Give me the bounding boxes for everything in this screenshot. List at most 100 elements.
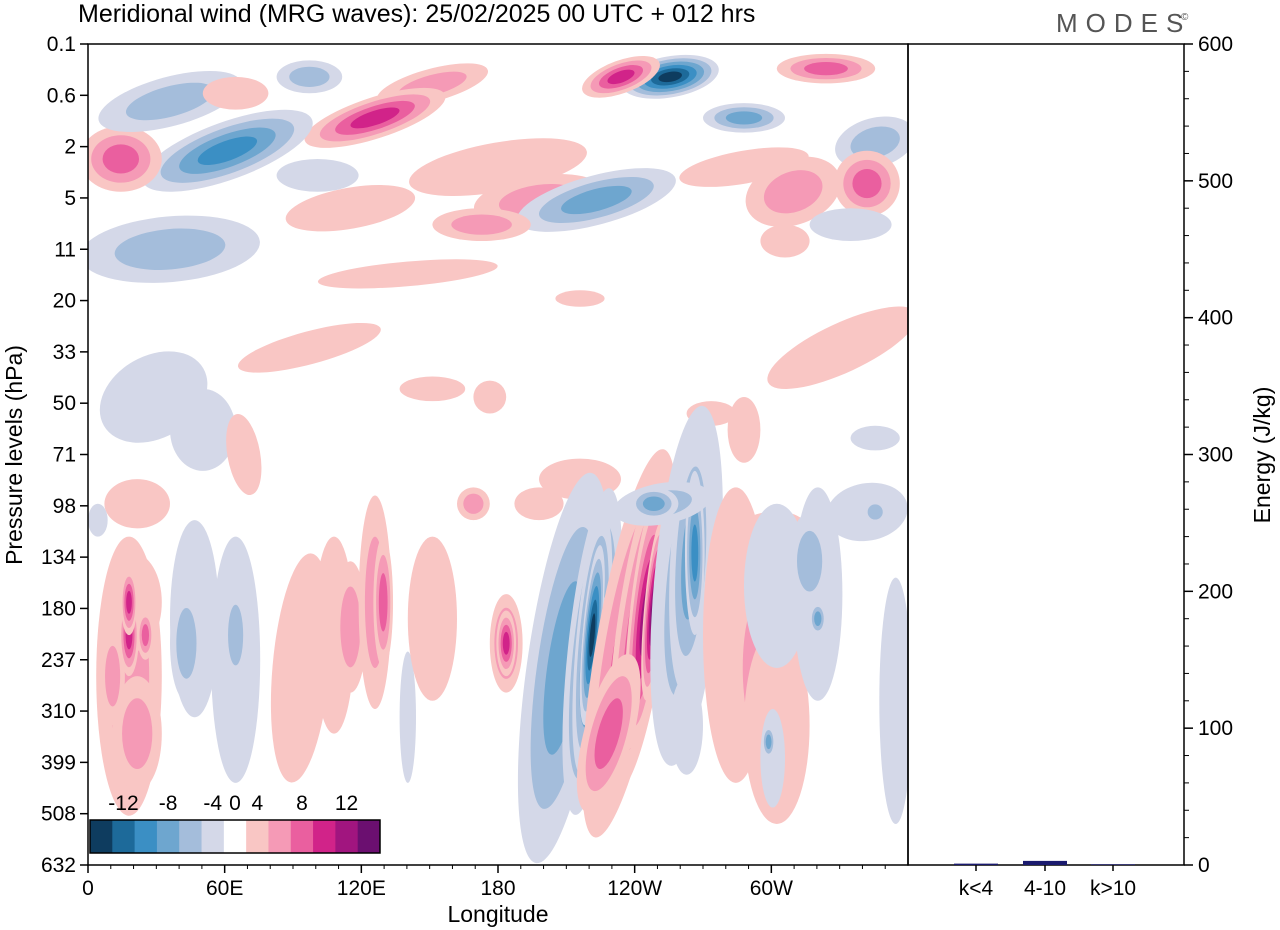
negative-wind-contour [809,208,892,242]
energy-bars: k<4 4-10 k>10 [954,860,1136,900]
energy-category-label: k>10 [1090,877,1136,900]
colorbar-frame [89,819,381,854]
positive-wind-contour [105,645,121,707]
negative-wind-contour [125,82,215,121]
negative-wind-contour [589,613,596,657]
positive-wind-contour [409,138,587,197]
positive-wind-contour [594,698,623,769]
negative-wind-contour [658,71,682,83]
colorbar-tick-label: 8 [296,792,308,815]
negative-wind-contour [765,734,772,750]
colorbar-swatch [290,820,314,853]
positive-wind-contour [804,62,848,76]
negative-wind-contour [170,388,236,471]
logo-text: MODES [1056,8,1191,38]
negative-wind-contour [114,228,226,270]
negative-wind-contour [670,676,703,775]
energy-tick-label: 600 [1198,33,1233,56]
y-tick-label: 399 [41,751,76,774]
y-tick-label: 98 [53,495,76,518]
positive-wind-contour [514,487,564,521]
energy-bar [954,863,998,865]
energy-category-label: 4-10 [1024,877,1066,900]
negative-wind-contour [276,158,359,192]
pressure-axis: 0.1 0.6 2 5 11 20 33 50 71 98 134 180 237 310 399 508 63… [41,33,88,877]
positive-wind-contour [104,479,170,529]
colorbar-swatch [179,820,203,853]
energy-frame [907,43,1185,866]
positive-wind-contour [473,380,507,414]
positive-wind-contour [350,107,400,129]
negative-wind-contour [760,709,785,808]
longitude-axis: 0 60E 120E 180 120W 60W [82,865,886,900]
colorbar-swatch [112,820,136,853]
y-tick-label: 237 [41,649,76,672]
positive-wind-contour [141,624,150,647]
energy-bar [1091,864,1135,865]
positive-wind-contour [727,397,761,463]
positive-wind-contour [763,170,823,214]
positive-wind-contour [202,76,269,110]
colorbar-swatch [156,820,180,853]
colorbar-swatch [357,820,381,853]
positive-wind-contour [463,493,484,514]
negative-wind-contour [197,136,258,165]
y-tick-label: 180 [41,597,76,620]
y-tick-label: 2 [64,136,76,159]
x-tick-label: 120W [607,877,662,900]
negative-wind-contour [814,611,822,626]
contour-field [88,53,908,864]
colorbar-swatch [134,820,158,853]
energy-category-label: k<4 [959,877,994,900]
positive-wind-contour [555,290,605,307]
colorbar-tick-label: -12 [108,792,138,815]
x-axis-label: Longitude [447,901,548,927]
energy-tick-label: 300 [1198,444,1233,467]
positive-wind-contour [122,698,153,770]
positive-wind-contour [126,590,132,614]
y-tick-label: 134 [41,546,76,569]
y-tick-label: 310 [41,700,76,723]
y-tick-label: 20 [53,290,76,313]
negative-wind-contour [88,503,108,537]
positive-wind-contour [407,536,457,701]
x-tick-label: 120E [337,877,386,900]
negative-wind-contour [642,496,665,512]
positive-wind-contour [451,214,512,235]
y-axis-label: Pressure levels (hPa) [1,345,27,565]
positive-wind-contour [502,631,510,655]
colorbar-swatch [201,820,225,853]
energy-bar [1023,860,1067,865]
negative-wind-contour [725,111,763,125]
positive-wind-contour [607,69,635,85]
negative-wind-contour [850,126,900,159]
colorbar-swatch [223,820,247,853]
colorbar-swatch [90,820,113,853]
positive-wind-contour [399,376,466,402]
positive-wind-contour [378,573,388,632]
colorbar-tick-label: -4 [203,792,222,815]
positive-wind-contour [767,306,908,389]
positive-wind-contour [760,224,810,258]
modes-logo: MODES © [1056,8,1191,38]
positive-wind-contour [237,322,381,373]
negative-wind-contour [399,651,416,783]
negative-wind-contour [867,504,883,520]
colorbar-swatch [268,820,292,853]
y-tick-label: 50 [53,392,76,415]
positive-wind-contour [679,147,809,187]
colorbar-tick-label: 12 [335,792,358,815]
colorbar-tick-label: -8 [159,792,178,815]
colorbar-swatch [335,820,359,853]
energy-axis: 0 100 200 300 400 500 600 [1184,33,1233,877]
energy-tick-label: 0 [1198,854,1210,877]
negative-wind-contour [796,530,823,592]
chart-title: Meridional wind (MRG waves): 25/02/2025 … [78,0,755,28]
y-tick-label: 632 [41,854,76,877]
negative-wind-contour [879,577,908,824]
energy-tick-label: 400 [1198,307,1233,330]
y-tick-label: 11 [54,238,76,261]
negative-wind-contour [228,604,244,666]
positive-wind-contour [852,168,882,199]
x-tick-label: 60W [750,877,793,900]
